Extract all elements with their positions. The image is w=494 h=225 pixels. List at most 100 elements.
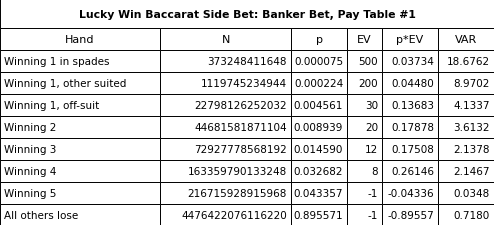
Bar	[0, 51, 160, 73]
Bar	[438, 138, 494, 160]
Bar	[382, 138, 438, 160]
Text: 0.17878: 0.17878	[391, 122, 434, 133]
Text: 0.014590: 0.014590	[294, 144, 343, 154]
Text: 18.6762: 18.6762	[447, 57, 490, 67]
Text: 0.004561: 0.004561	[294, 101, 343, 111]
Text: -0.04336: -0.04336	[387, 188, 434, 198]
Bar	[347, 204, 382, 225]
Text: 0.17508: 0.17508	[391, 144, 434, 154]
Text: 44681581871104: 44681581871104	[195, 122, 287, 133]
Bar	[347, 160, 382, 182]
Bar	[0, 117, 160, 138]
Bar	[382, 204, 438, 225]
Text: 0.032682: 0.032682	[294, 166, 343, 176]
Bar	[0, 138, 160, 160]
Bar	[291, 73, 347, 95]
Text: -1: -1	[368, 210, 378, 220]
Bar	[0, 204, 160, 225]
Bar	[160, 117, 291, 138]
Bar	[291, 51, 347, 73]
Bar	[382, 73, 438, 95]
Text: 4476422076116220: 4476422076116220	[181, 210, 287, 220]
Text: Winning 4: Winning 4	[4, 166, 56, 176]
Text: 12: 12	[365, 144, 378, 154]
Text: Winning 2: Winning 2	[4, 122, 56, 133]
Text: Winning 1, off-suit: Winning 1, off-suit	[4, 101, 99, 111]
Bar	[291, 182, 347, 204]
Bar	[438, 117, 494, 138]
Text: 373248411648: 373248411648	[207, 57, 287, 67]
Text: 216715928915968: 216715928915968	[188, 188, 287, 198]
Text: VAR: VAR	[455, 35, 477, 45]
Text: 0.7180: 0.7180	[454, 210, 490, 220]
Text: 30: 30	[365, 101, 378, 111]
Bar	[291, 29, 347, 51]
Bar	[347, 95, 382, 117]
Bar	[291, 117, 347, 138]
Text: 0.13683: 0.13683	[391, 101, 434, 111]
Bar	[291, 160, 347, 182]
Bar	[382, 160, 438, 182]
Text: N: N	[221, 35, 230, 45]
Text: Winning 1 in spades: Winning 1 in spades	[4, 57, 110, 67]
Bar	[347, 182, 382, 204]
Bar	[382, 182, 438, 204]
Bar	[382, 29, 438, 51]
Text: Lucky Win Baccarat Side Bet: Banker Bet, Pay Table #1: Lucky Win Baccarat Side Bet: Banker Bet,…	[79, 10, 415, 20]
Bar	[291, 204, 347, 225]
Text: p*EV: p*EV	[396, 35, 423, 45]
Text: 2.1378: 2.1378	[453, 144, 490, 154]
Bar	[0, 182, 160, 204]
Text: EV: EV	[357, 35, 372, 45]
Text: p: p	[316, 35, 323, 45]
Text: 8: 8	[371, 166, 378, 176]
Bar	[438, 204, 494, 225]
Bar	[438, 29, 494, 51]
Bar	[160, 29, 291, 51]
Text: 0.043357: 0.043357	[294, 188, 343, 198]
Text: Winning 1, other suited: Winning 1, other suited	[4, 79, 126, 89]
Text: 0.895571: 0.895571	[293, 210, 343, 220]
Text: 0.000075: 0.000075	[294, 57, 343, 67]
Bar	[160, 204, 291, 225]
Text: 3.6132: 3.6132	[453, 122, 490, 133]
Bar	[382, 95, 438, 117]
Bar	[382, 51, 438, 73]
Bar	[0, 29, 160, 51]
Bar	[0, 95, 160, 117]
Text: 0.03734: 0.03734	[391, 57, 434, 67]
Bar	[438, 51, 494, 73]
Text: 0.04480: 0.04480	[391, 79, 434, 89]
Bar	[347, 117, 382, 138]
Bar	[291, 138, 347, 160]
Text: -1: -1	[368, 188, 378, 198]
Text: 20: 20	[365, 122, 378, 133]
Bar	[160, 95, 291, 117]
Text: Winning 5: Winning 5	[4, 188, 56, 198]
Text: 72927778568192: 72927778568192	[194, 144, 287, 154]
Text: 8.9702: 8.9702	[453, 79, 490, 89]
Text: All others lose: All others lose	[4, 210, 78, 220]
Bar	[160, 182, 291, 204]
Bar	[160, 160, 291, 182]
Text: 0.000224: 0.000224	[294, 79, 343, 89]
Bar	[438, 73, 494, 95]
Bar	[438, 160, 494, 182]
Text: 200: 200	[358, 79, 378, 89]
Bar	[347, 73, 382, 95]
Bar	[160, 138, 291, 160]
Bar	[0, 160, 160, 182]
Bar	[438, 182, 494, 204]
Bar	[160, 73, 291, 95]
Bar	[291, 95, 347, 117]
Text: Hand: Hand	[65, 35, 95, 45]
Bar	[160, 51, 291, 73]
Text: 1119745234944: 1119745234944	[201, 79, 287, 89]
Text: 4.1337: 4.1337	[453, 101, 490, 111]
Bar	[0, 0, 494, 29]
Text: 163359790133248: 163359790133248	[188, 166, 287, 176]
Text: 0.26146: 0.26146	[391, 166, 434, 176]
Text: 22798126252032: 22798126252032	[195, 101, 287, 111]
Bar	[347, 51, 382, 73]
Bar	[438, 95, 494, 117]
